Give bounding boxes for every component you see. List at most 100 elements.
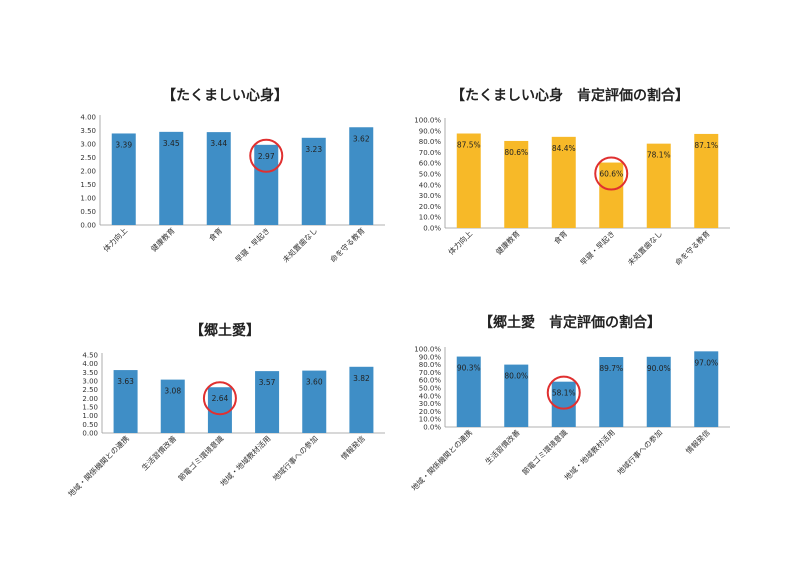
bar — [113, 370, 138, 433]
category-label: 未処置歯なし — [625, 228, 664, 267]
category-label: 食育 — [551, 228, 569, 246]
bar — [302, 370, 327, 433]
category-label: 生活習慣改善 — [139, 433, 178, 472]
data-label: 90.3% — [457, 364, 481, 373]
bar — [646, 143, 671, 228]
chart-panel-1: 【たくましい心身】 0.00 0.50 1.00 1.50 2.00 2.50 3.00 3.… — [60, 85, 390, 295]
category-label: 地域・関係機関との連携 — [409, 427, 475, 493]
bar — [160, 379, 185, 433]
data-label: 2.64 — [212, 394, 229, 403]
data-label: 58.1% — [552, 389, 576, 398]
category-label: 体力向上 — [446, 228, 475, 257]
bar — [349, 127, 374, 225]
category-label: 命を守る教育 — [328, 225, 367, 264]
chart-title: 【たくましい心身】 — [162, 88, 288, 104]
bar — [206, 132, 231, 225]
chart-title: 【郷土愛 肯定評価の割合】 — [479, 315, 661, 331]
category-label: 生活習慣改善 — [483, 427, 522, 466]
y-tick-label: 3.00 — [82, 378, 98, 386]
data-label: 3.23 — [305, 145, 322, 154]
bar — [694, 351, 719, 427]
y-tick-label: 20.0% — [419, 408, 442, 416]
y-tick-label: 1.50 — [80, 181, 96, 189]
data-label: 3.45 — [163, 139, 180, 148]
category-label: 命を守る教育 — [673, 228, 712, 267]
y-tick-label: 100.0% — [414, 117, 441, 125]
chart-panel-4: 【郷土愛 肯定評価の割合】 0.0% 10.0% 20.0% 30.0% 40.0% 50… — [405, 312, 735, 550]
y-tick-label: 80.0% — [419, 361, 442, 369]
data-label: 80.0% — [504, 372, 528, 381]
y-tick-label: 60.0% — [419, 377, 442, 385]
y-tick-label: 70.0% — [419, 149, 442, 157]
data-label: 3.57 — [259, 378, 276, 387]
y-tick-label: 4.00 — [82, 360, 98, 368]
y-tick-label: 40.0% — [419, 181, 442, 189]
category-label: 早寝・早起き — [578, 228, 617, 267]
y-tick-label: 0.00 — [80, 222, 96, 230]
bar — [349, 366, 374, 433]
data-label: 3.44 — [210, 139, 227, 148]
bar — [646, 356, 671, 427]
category-label: 健康教育 — [148, 225, 177, 254]
category-label: 未処置歯なし — [280, 225, 319, 264]
highlight-circle — [546, 375, 581, 410]
chart-panel-2: 【たくましい心身 肯定評価の割合】 0.0% 10.0% 20.0% 30.0% 40.… — [405, 85, 735, 295]
bar — [504, 364, 529, 427]
bar — [551, 136, 576, 228]
chart-title: 【たくましい心身 肯定評価の割合】 — [451, 88, 689, 104]
bar — [694, 133, 719, 228]
data-label: 2.97 — [258, 152, 275, 161]
data-label: 87.1% — [694, 141, 718, 150]
category-label: 節電ゴミ環境意識 — [520, 427, 570, 477]
y-tick-label: 4.50 — [82, 352, 98, 360]
highlight-circle — [202, 381, 237, 416]
bar — [301, 137, 326, 225]
y-tick-label: 3.50 — [82, 369, 98, 377]
y-tick-label: 70.0% — [419, 369, 442, 377]
y-tick-label: 3.50 — [80, 127, 96, 135]
y-tick-label: 80.0% — [419, 138, 442, 146]
y-tick-label: 30.0% — [419, 192, 442, 200]
bar-chart: 0.000.501.001.502.002.503.003.504.004.50… — [66, 352, 385, 499]
y-tick-label: 50.0% — [419, 171, 442, 179]
category-label: 地域行事への参加 — [615, 427, 664, 476]
category-label: 地域・関係機関との連携 — [66, 433, 132, 499]
bar-chart: 0.0%10.0%20.0%30.0%40.0%50.0%60.0%70.0%8… — [409, 346, 730, 493]
category-label: 地域・地域教材活用 — [562, 427, 617, 482]
bar — [111, 133, 136, 225]
data-label: 78.1% — [647, 151, 671, 160]
data-label: 3.08 — [164, 387, 181, 396]
bar — [504, 140, 529, 228]
category-label: 早寝・早起き — [233, 225, 272, 264]
bar-chart: 0.00 0.50 1.00 1.50 2.00 2.50 3.00 3.50 4.00 3.39… — [80, 114, 385, 264]
y-tick-label: 1.00 — [82, 412, 98, 420]
y-tick-label: 2.00 — [82, 395, 98, 403]
bar-chart: 0.0%10.0%20.0%30.0%40.0%50.0%60.0%70.0%8… — [414, 117, 730, 267]
y-tick-label: 4.00 — [80, 114, 96, 122]
bar — [599, 357, 624, 427]
highlight-circle — [249, 138, 284, 173]
bar — [551, 381, 576, 427]
data-label: 84.4% — [552, 144, 576, 153]
data-label: 97.0% — [694, 358, 718, 367]
bar — [159, 131, 184, 225]
data-label: 3.82 — [353, 374, 370, 383]
y-tick-label: 2.00 — [80, 168, 96, 176]
category-label: 節電ゴミ環境意識 — [176, 433, 226, 483]
data-label: 90.0% — [647, 364, 671, 373]
y-tick-label: 90.0% — [419, 353, 442, 361]
y-tick-label: 1.50 — [82, 404, 98, 412]
y-tick-label: 10.0% — [419, 416, 442, 424]
category-label: 地域・地域教材活用 — [218, 433, 273, 488]
bar — [456, 133, 481, 228]
data-label: 3.60 — [306, 378, 323, 387]
category-label: 体力向上 — [101, 225, 130, 254]
category-label: 情報発信 — [339, 433, 368, 462]
data-label: 60.6% — [599, 170, 623, 179]
bar — [255, 371, 280, 433]
bar — [207, 387, 232, 433]
category-label: 情報発信 — [683, 427, 712, 456]
y-tick-label: 0.0% — [423, 225, 441, 233]
data-label: 80.6% — [504, 148, 528, 157]
data-label: 87.5% — [457, 141, 481, 150]
